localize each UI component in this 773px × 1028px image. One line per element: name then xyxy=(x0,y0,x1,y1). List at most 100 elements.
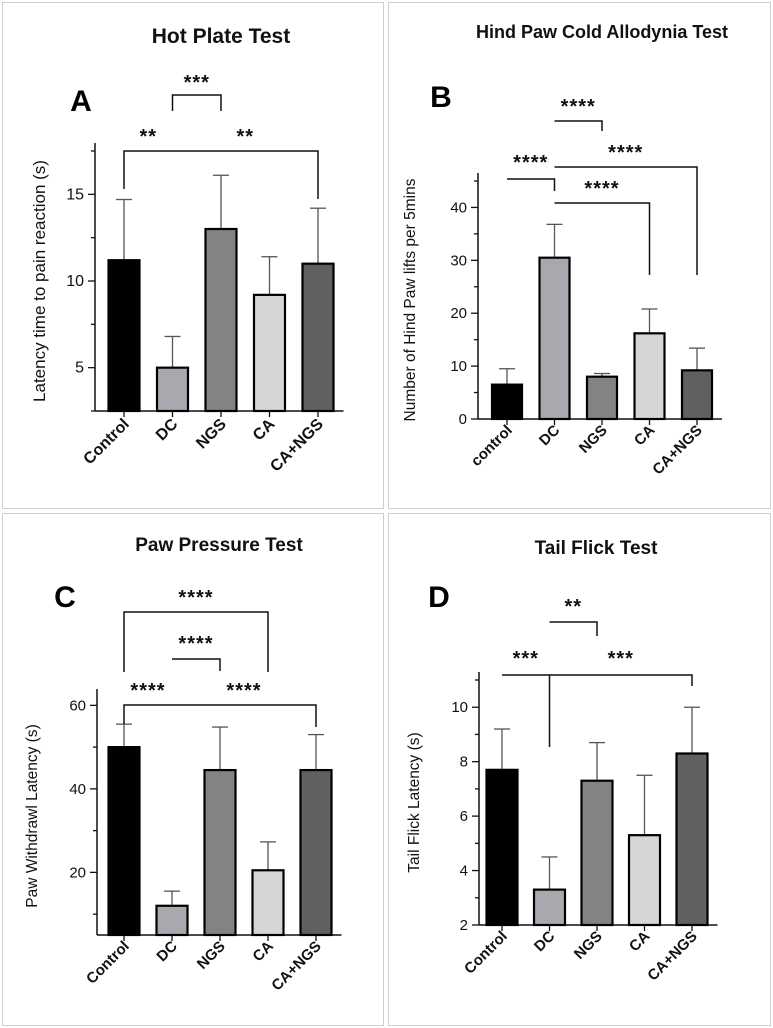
significance-bracket xyxy=(172,704,317,727)
significance-label: **** xyxy=(178,633,213,655)
bar-ngs xyxy=(585,375,619,421)
bar-dc xyxy=(532,888,567,927)
bar-ca xyxy=(633,332,666,421)
bar-ca-ngs xyxy=(675,752,709,927)
significance-bracket xyxy=(554,202,651,275)
significance-label: *** xyxy=(513,648,539,670)
significance-bracket xyxy=(549,621,598,636)
category-label: DC xyxy=(153,938,180,965)
category-label: CA+NGS xyxy=(644,928,701,985)
significance-bracket xyxy=(171,94,222,111)
panel-letter: C xyxy=(54,581,76,614)
category-label: CA xyxy=(626,928,653,955)
bar-control xyxy=(490,383,524,421)
bar-control xyxy=(107,259,141,413)
chart-title: Paw Pressure Test xyxy=(135,535,303,556)
category-label: control xyxy=(468,422,516,470)
category-label: DC xyxy=(536,422,563,449)
bar-ca-ngs xyxy=(301,262,335,413)
y-tick-label: 6 xyxy=(460,808,468,825)
significance-label: **** xyxy=(561,96,596,118)
chart-d: Tail Flick Test D Tail Flick Latency (s) 2 4… xyxy=(406,538,718,985)
category-label: CA xyxy=(631,422,658,449)
significance-label: **** xyxy=(584,178,619,200)
panel-c-paw-pressure: Paw Pressure Test C Paw Withdrawl Latency … xyxy=(2,513,384,1026)
significance-label: ** xyxy=(139,126,157,148)
panel-letter: D xyxy=(428,581,450,614)
y-tick-label: 60 xyxy=(69,697,86,714)
bar-ngs xyxy=(580,779,614,927)
panel-a-hot-plate: Hot Plate Test A Latency time to pain reac… xyxy=(2,2,384,509)
category-label: DC xyxy=(531,928,558,955)
bar-dc xyxy=(155,366,190,413)
y-tick-label: 30 xyxy=(450,252,467,269)
significance-bracket xyxy=(172,658,221,671)
category-label: NGS xyxy=(576,422,611,457)
bar-dc xyxy=(155,904,189,937)
chart-title: Tail Flick Test xyxy=(535,538,659,559)
category-label: Control xyxy=(83,938,133,988)
panel-letter: A xyxy=(70,85,92,118)
significance-label: **** xyxy=(226,680,261,702)
y-tick-label: 20 xyxy=(69,864,86,881)
category-label: Control xyxy=(81,416,133,468)
y-axis-label: Latency time to pain reaction (s) xyxy=(30,160,49,402)
bar-ca xyxy=(252,293,287,413)
significance-label: **** xyxy=(513,152,548,174)
y-tick-label: 40 xyxy=(69,781,86,798)
category-label: CA+NGS xyxy=(267,416,327,476)
bar-ca xyxy=(251,869,285,937)
category-label: CA xyxy=(250,415,279,444)
y-tick-label: 15 xyxy=(66,186,84,203)
significance-label: *** xyxy=(608,648,634,670)
y-tick-label: 20 xyxy=(450,305,467,322)
significance-label: ** xyxy=(236,126,254,148)
significance-bracket xyxy=(507,178,556,191)
bar-control xyxy=(485,768,519,927)
y-tick-label: 5 xyxy=(75,360,84,377)
chart-title: Hot Plate Test xyxy=(152,25,290,48)
significance-label: ** xyxy=(564,596,582,618)
significance-label: **** xyxy=(608,142,643,164)
significance-bracket xyxy=(549,674,693,686)
significance-label: *** xyxy=(184,72,210,94)
chart-a: Hot Plate Test A Latency time to pain reac… xyxy=(30,25,344,476)
chart-title: Hind Paw Cold Allodynia Test xyxy=(476,22,728,42)
chart-b: Hind Paw Cold Allodynia Test B Number of H… xyxy=(402,22,728,479)
bar-ngs xyxy=(204,227,238,413)
bar-ca-ngs xyxy=(299,768,333,937)
category-label: DC xyxy=(153,415,182,444)
y-tick-label: 0 xyxy=(459,411,467,428)
y-tick-label: 10 xyxy=(451,699,468,716)
significance-bracket xyxy=(554,166,698,275)
significance-bracket xyxy=(123,611,269,672)
panel-d-tail-flick: Tail Flick Test D Tail Flick Latency (s) 2 4… xyxy=(388,513,771,1026)
significance-bracket xyxy=(123,704,172,724)
y-tick-label: 10 xyxy=(450,358,467,375)
significance-bracket xyxy=(502,674,551,747)
significance-bracket xyxy=(554,120,603,131)
y-axis-label: Tail Flick Latency (s) xyxy=(406,732,423,872)
y-tick-label: 2 xyxy=(460,917,468,934)
y-axis-label: Paw Withdrawl Latency (s) xyxy=(24,724,41,907)
panel-letter: B xyxy=(430,81,452,114)
bar-control xyxy=(107,746,141,937)
y-tick-label: 10 xyxy=(66,273,84,290)
significance-bracket xyxy=(172,150,319,199)
y-tick-label: 40 xyxy=(450,199,467,216)
significance-label: **** xyxy=(178,587,213,609)
category-label: CA xyxy=(249,938,276,965)
panel-b-cold-allodynia: Hind Paw Cold Allodynia Test B Number of H… xyxy=(388,2,771,509)
category-label: NGS xyxy=(571,928,606,963)
category-label: CA+NGS xyxy=(649,422,706,479)
category-label: CA+NGS xyxy=(268,938,325,995)
y-tick-label: 8 xyxy=(460,754,468,771)
bar-ca-ngs xyxy=(680,369,714,421)
y-axis-label: Number of Hind Paw lifts per 5mins xyxy=(402,178,419,421)
category-label: NGS xyxy=(194,938,229,973)
significance-bracket xyxy=(123,150,173,189)
category-label: NGS xyxy=(193,416,230,453)
significance-label: **** xyxy=(130,680,165,702)
chart-c: Paw Pressure Test C Paw Withdrawl Latency … xyxy=(24,535,342,995)
bar-ngs xyxy=(203,768,237,937)
